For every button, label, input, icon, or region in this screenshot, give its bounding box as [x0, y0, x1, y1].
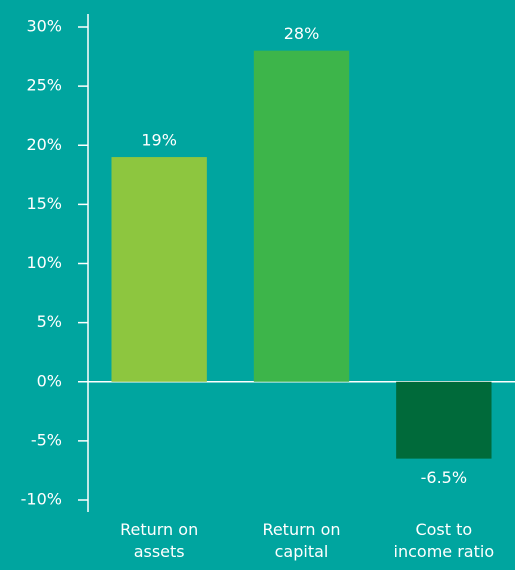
value-label: 28% — [284, 24, 320, 43]
y-tick-label: -10% — [21, 490, 62, 509]
bar — [396, 381, 492, 459]
bar — [111, 157, 207, 382]
y-tick-label: 25% — [26, 76, 62, 95]
y-tick-label: 15% — [26, 194, 62, 213]
y-tick-label: 10% — [26, 253, 62, 272]
y-tick-label: -5% — [31, 430, 62, 449]
y-tick-label: 0% — [37, 371, 62, 390]
bar — [253, 50, 350, 382]
x-tick-label: Return on assets — [120, 520, 199, 561]
y-tick-label: 20% — [26, 135, 62, 154]
x-tick-label: Cost to income ratio — [393, 520, 495, 561]
y-tick-label: 5% — [37, 312, 62, 331]
x-tick-label: Return on capital — [262, 520, 341, 561]
value-label: 19% — [141, 131, 177, 150]
value-label: -6.5% — [421, 468, 467, 487]
y-tick-label: 30% — [26, 17, 62, 36]
